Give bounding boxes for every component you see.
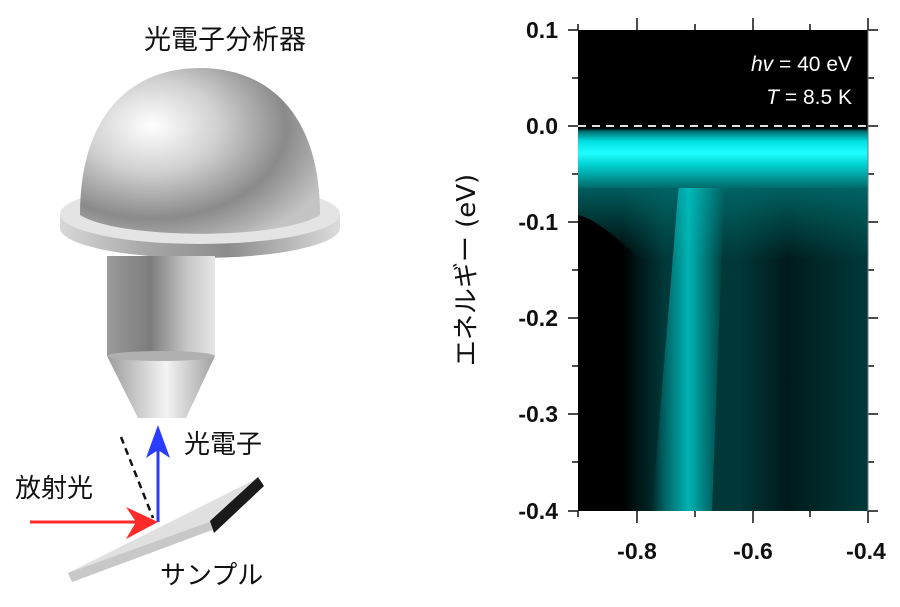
y-tick-labels: 0.1 0.0 -0.1 -0.2 -0.3 -0.4 (518, 17, 558, 524)
svg-text:-0.2: -0.2 (518, 305, 558, 331)
analyzer-label: 光電子分析器 (144, 25, 306, 56)
arpes-heatmap (578, 30, 868, 511)
temperature-annotation: T = 8.5 K (766, 86, 852, 109)
svg-text:-0.3: -0.3 (518, 401, 558, 427)
svg-text:0.1: 0.1 (526, 17, 558, 43)
radiation-arrow (30, 507, 158, 539)
sample-label: サンプル (160, 561, 264, 591)
svg-text:-0.4: -0.4 (846, 538, 886, 564)
x-tick-labels: -0.8 -0.6 -0.4 (617, 538, 886, 564)
radiation-label: 放射光 (15, 474, 94, 504)
photoelectron-arrow (146, 425, 170, 522)
svg-text:-0.8: -0.8 (617, 538, 657, 564)
photoelectron-label: 光電子 (184, 430, 263, 460)
sample-plate (68, 477, 264, 582)
analyzer-body (60, 68, 340, 418)
svg-text:-0.6: -0.6 (733, 538, 773, 564)
y-axis-label: エネルギー (eV) (452, 173, 482, 367)
svg-text:-0.1: -0.1 (518, 209, 558, 235)
svg-text:-0.4: -0.4 (518, 498, 558, 524)
svg-text:0.0: 0.0 (526, 113, 558, 139)
surface-normal-line (119, 436, 155, 519)
photon-energy-annotation: hv = 40 eV (751, 53, 852, 76)
axes-ticks (568, 18, 878, 523)
